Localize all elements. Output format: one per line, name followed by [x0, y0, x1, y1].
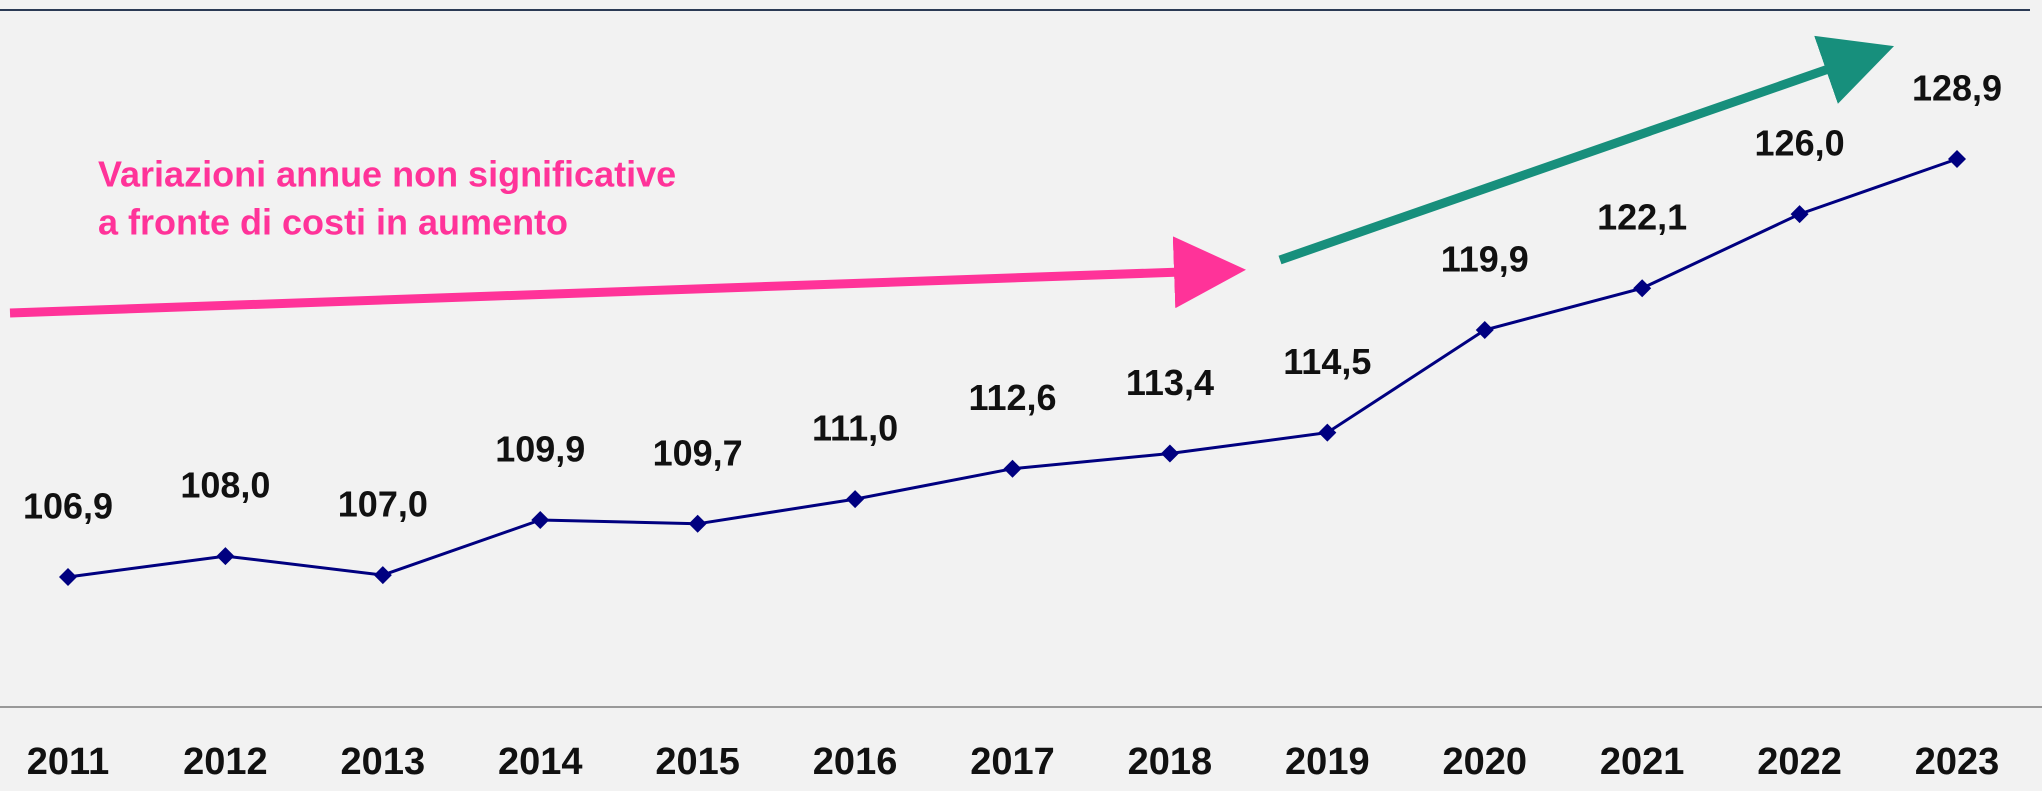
data-label: 109,7	[653, 432, 743, 473]
marker	[1003, 459, 1022, 478]
data-label: 106,9	[23, 486, 113, 527]
data-label: 108,0	[180, 465, 270, 506]
pink-arrow	[9, 236, 1246, 318]
x-tick-label: 2018	[1128, 741, 1213, 783]
x-tick-label: 2014	[498, 741, 583, 783]
data-label: 119,9	[1441, 239, 1529, 280]
x-tick-label: 2013	[341, 741, 426, 783]
x-tick-label: 2012	[183, 741, 268, 783]
x-tick-label: 2020	[1442, 741, 1527, 783]
x-tick-label: 2023	[1915, 741, 2000, 783]
x-tick-label: 2021	[1600, 741, 1685, 783]
data-label: 107,0	[338, 484, 428, 525]
x-tick-label: 2019	[1285, 741, 1370, 783]
marker	[1633, 279, 1652, 298]
x-tick-label: 2011	[27, 741, 109, 783]
data-label: 109,9	[495, 429, 585, 470]
marker	[531, 511, 550, 529]
marker	[373, 566, 392, 585]
marker	[688, 514, 707, 533]
marker	[846, 490, 865, 509]
marker	[1475, 321, 1494, 339]
data-label: 114,5	[1283, 341, 1371, 382]
marker	[1948, 150, 1966, 168]
x-tick-label: 2016	[813, 741, 898, 783]
trend-arrow	[1278, 35, 1894, 265]
data-label: 126,0	[1755, 123, 1845, 164]
marker	[1790, 205, 1809, 224]
marker	[1318, 423, 1337, 442]
data-label: 128,9	[1912, 68, 2002, 109]
marker	[1160, 444, 1179, 463]
x-tick-label: 2022	[1757, 741, 1842, 783]
marker	[59, 568, 77, 586]
data-label: 111,0	[812, 408, 898, 449]
data-label: 112,6	[968, 377, 1056, 418]
x-tick-label: 2015	[655, 741, 740, 783]
annotation: Variazioni annue non significative	[98, 154, 676, 195]
marker	[216, 547, 235, 566]
x-tick-label: 2017	[970, 741, 1055, 783]
annotation: a fronte di costi in aumento	[98, 202, 568, 243]
data-label: 113,4	[1126, 362, 1214, 403]
data-label: 122,1	[1597, 197, 1687, 238]
